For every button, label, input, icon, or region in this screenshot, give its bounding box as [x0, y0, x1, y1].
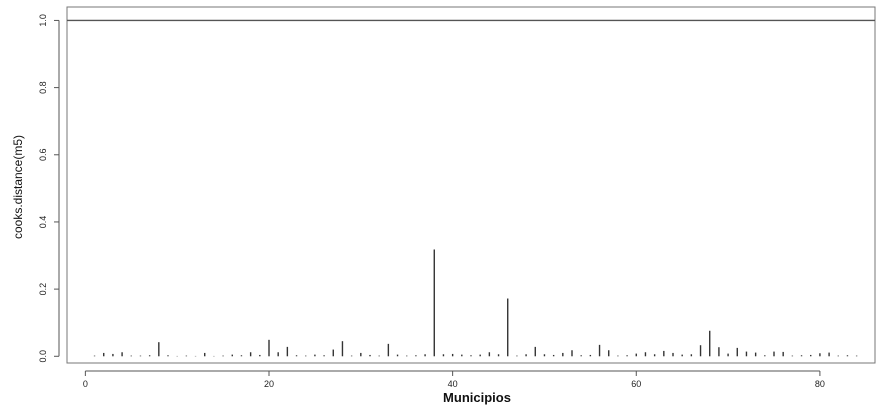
plot-frame [66, 6, 876, 364]
x-axis-title: Municipios [443, 390, 511, 405]
y-axis-title: cooks.distance(m5) [11, 135, 25, 239]
x-tick-label: 20 [264, 379, 274, 389]
y-tick-label: 0.0 [38, 350, 48, 363]
x-axis: 0 20 40 60 80 [83, 370, 825, 389]
y-axis: 0.0 0.2 0.4 0.6 0.8 1.0 [38, 14, 60, 363]
y-tick-label: 0.4 [38, 216, 48, 229]
y-tick-label: 0.2 [38, 283, 48, 296]
x-tick-label: 60 [631, 379, 641, 389]
y-tick-label: 1.0 [38, 14, 48, 27]
x-tick-label: 40 [448, 379, 458, 389]
spike-series [93, 249, 858, 357]
y-tick-label: 0.6 [38, 149, 48, 162]
x-tick-label: 80 [815, 379, 825, 389]
x-tick-label: 0 [83, 379, 88, 389]
y-tick-label: 0.8 [38, 81, 48, 94]
